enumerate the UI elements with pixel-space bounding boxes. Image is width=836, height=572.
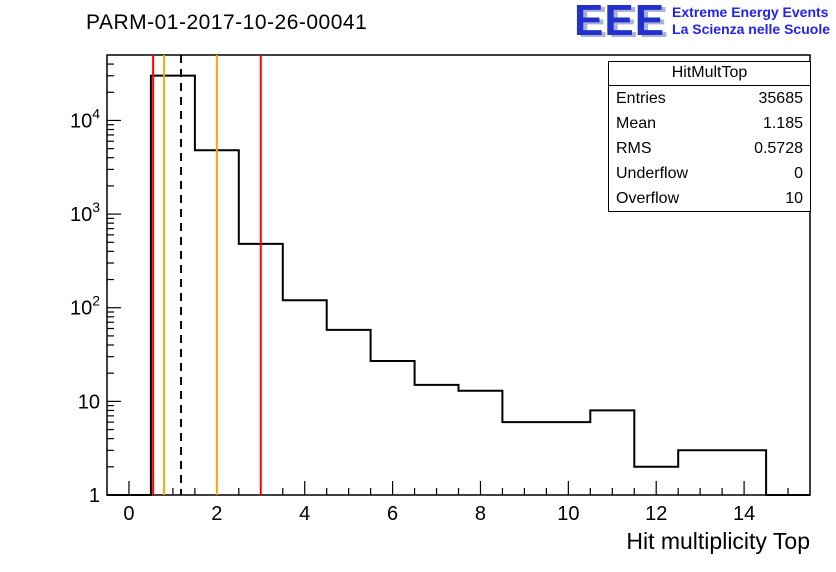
stats-label: Underflow: [616, 165, 689, 182]
cut-lines: [152, 55, 262, 495]
stats-value: 1.185: [762, 115, 803, 132]
x-axis-labels: 0 2 4 6 8 10 12 14: [123, 503, 755, 525]
stats-value: 0.5728: [754, 140, 803, 157]
stats-row-underflow: Underflow 0: [609, 161, 810, 186]
stats-row-rms: RMS 0.5728: [609, 136, 810, 161]
y-tick-label: 10: [78, 391, 100, 413]
eee-logo-subtitle: Extreme Energy Events La Scienza nelle S…: [672, 1, 830, 38]
eee-logo: EEE Extreme Energy Events La Scienza nel…: [574, 0, 830, 45]
y-tick-label: 103: [70, 199, 100, 226]
x-tick-label: 4: [299, 503, 310, 525]
y-axis-ticks: [107, 63, 121, 496]
x-tick-label: 6: [387, 503, 398, 525]
logo-line-1: Extreme Energy Events: [672, 4, 829, 20]
logo-line-2: La Scienza nelle Scuole: [672, 21, 830, 37]
stats-label: Entries: [616, 90, 666, 107]
eee-logo-text: EEE: [574, 0, 666, 45]
x-axis-ticks: [128, 481, 789, 495]
stats-row-entries: Entries 35685: [609, 86, 810, 111]
stats-row-mean: Mean 1.185: [609, 111, 810, 136]
y-tick-label: 104: [70, 105, 100, 132]
x-tick-label: 2: [211, 503, 222, 525]
stats-row-overflow: Overflow 10: [609, 186, 810, 211]
x-tick-label: 8: [475, 503, 486, 525]
stats-value: 35685: [758, 90, 804, 107]
x-axis-title: Hit multiplicity Top: [626, 528, 810, 554]
stats-box: HitMultTop Entries 35685 Mean 1.185 RMS …: [608, 61, 811, 212]
x-tick-label: 10: [557, 503, 579, 525]
stats-label: RMS: [616, 140, 652, 157]
stats-label: Overflow: [616, 190, 680, 207]
stats-value: 10: [785, 190, 803, 207]
x-tick-label: 0: [123, 503, 134, 525]
stats-label: Mean: [616, 115, 657, 132]
histogram-line: [107, 74, 810, 496]
y-tick-label: 102: [70, 293, 100, 320]
stats-box-title: HitMultTop: [609, 62, 810, 86]
stats-value: 0: [794, 165, 803, 182]
page-title: PARM-01-2017-10-26-00041: [86, 11, 368, 34]
x-tick-label: 14: [733, 503, 755, 525]
y-axis-labels: 1 10 102 103 104: [70, 105, 100, 507]
y-tick-label: 1: [89, 485, 100, 507]
x-tick-label: 12: [645, 503, 667, 525]
